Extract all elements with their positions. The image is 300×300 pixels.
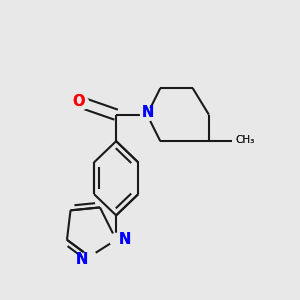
Text: N: N (142, 105, 154, 120)
Text: N: N (76, 252, 88, 267)
Circle shape (76, 96, 89, 110)
Circle shape (110, 233, 123, 246)
Circle shape (141, 108, 154, 121)
Text: O: O (73, 94, 85, 109)
Text: N: N (119, 232, 131, 247)
Text: CH₃: CH₃ (236, 135, 255, 145)
Text: O: O (73, 94, 85, 109)
Text: N: N (142, 105, 154, 120)
Text: N: N (119, 232, 131, 247)
Text: CH₃: CH₃ (236, 135, 255, 145)
Circle shape (83, 250, 96, 263)
Text: N: N (76, 252, 88, 267)
